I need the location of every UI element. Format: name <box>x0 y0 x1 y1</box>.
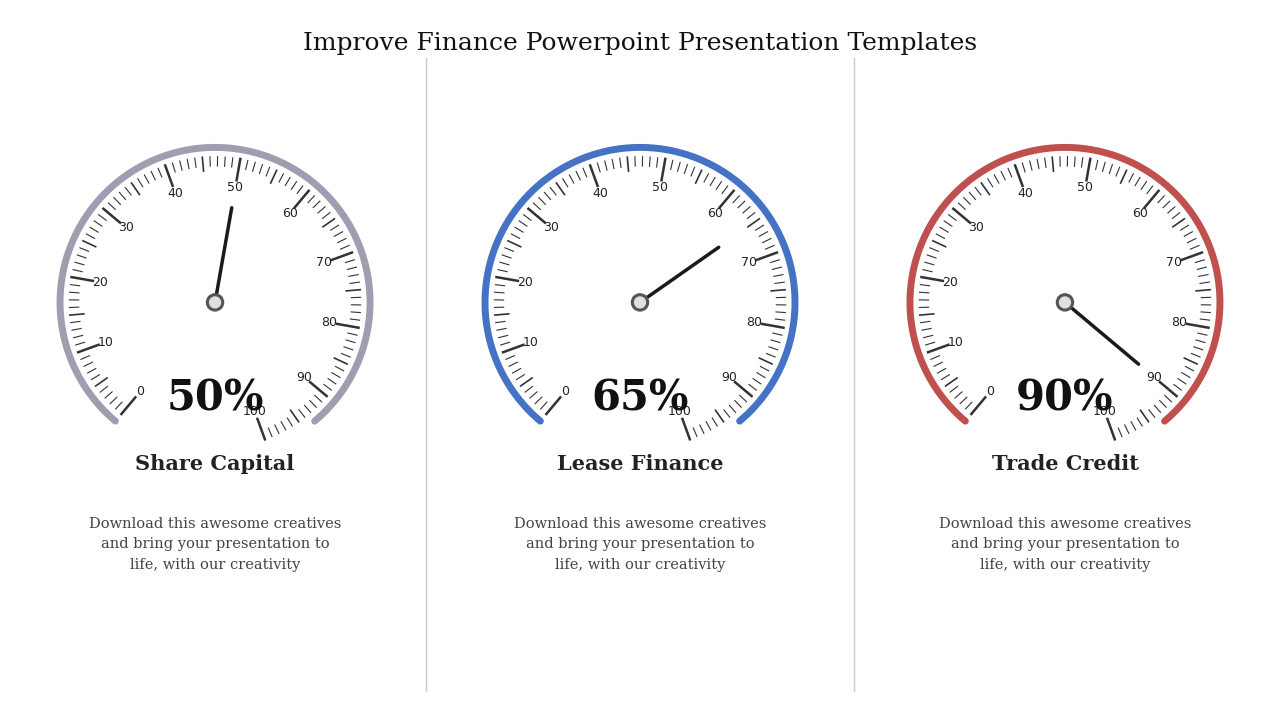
Circle shape <box>1060 297 1070 308</box>
Text: 50: 50 <box>653 181 668 194</box>
Text: 40: 40 <box>1018 186 1033 199</box>
Text: 90: 90 <box>721 371 737 384</box>
Text: 60: 60 <box>282 207 298 220</box>
Text: 70: 70 <box>1166 256 1183 269</box>
Circle shape <box>1056 294 1074 311</box>
Text: 10: 10 <box>522 336 539 348</box>
Text: 80: 80 <box>746 316 763 329</box>
Text: 80: 80 <box>1171 316 1188 329</box>
Text: 20: 20 <box>942 276 959 289</box>
Text: Download this awesome creatives
and bring your presentation to
life, with our cr: Download this awesome creatives and brin… <box>513 517 767 572</box>
Text: Download this awesome creatives
and bring your presentation to
life, with our cr: Download this awesome creatives and brin… <box>938 517 1192 572</box>
Text: 100: 100 <box>668 405 691 418</box>
Text: 70: 70 <box>741 256 758 269</box>
Text: 50: 50 <box>228 181 243 194</box>
Text: Improve Finance Powerpoint Presentation Templates: Improve Finance Powerpoint Presentation … <box>303 32 977 55</box>
Text: 80: 80 <box>321 316 338 329</box>
Text: 40: 40 <box>168 186 183 199</box>
Text: 10: 10 <box>947 336 964 348</box>
Text: 65%: 65% <box>591 377 689 420</box>
Text: 20: 20 <box>92 276 109 289</box>
Text: 50%: 50% <box>166 377 264 420</box>
Circle shape <box>210 297 220 308</box>
Text: 10: 10 <box>97 336 114 348</box>
Text: 20: 20 <box>517 276 534 289</box>
Text: 0: 0 <box>986 385 995 398</box>
Circle shape <box>635 297 645 308</box>
Circle shape <box>206 294 224 311</box>
Text: Download this awesome creatives
and bring your presentation to
life, with our cr: Download this awesome creatives and brin… <box>88 517 342 572</box>
Text: 0: 0 <box>136 385 145 398</box>
Text: 90%: 90% <box>1016 377 1114 420</box>
Text: 100: 100 <box>1093 405 1116 418</box>
Text: 60: 60 <box>1132 207 1148 220</box>
Text: Lease Finance: Lease Finance <box>557 454 723 474</box>
Text: 30: 30 <box>118 221 134 234</box>
Text: Trade Credit: Trade Credit <box>992 454 1138 474</box>
Text: 60: 60 <box>707 207 723 220</box>
Text: 70: 70 <box>316 256 333 269</box>
Text: 40: 40 <box>593 186 608 199</box>
Text: 100: 100 <box>243 405 266 418</box>
Text: 30: 30 <box>543 221 559 234</box>
Text: Share Capital: Share Capital <box>136 454 294 474</box>
Text: 90: 90 <box>296 371 312 384</box>
Text: 50: 50 <box>1078 181 1093 194</box>
Text: 90: 90 <box>1146 371 1162 384</box>
Text: 0: 0 <box>561 385 570 398</box>
Circle shape <box>631 294 649 311</box>
Text: 30: 30 <box>968 221 984 234</box>
